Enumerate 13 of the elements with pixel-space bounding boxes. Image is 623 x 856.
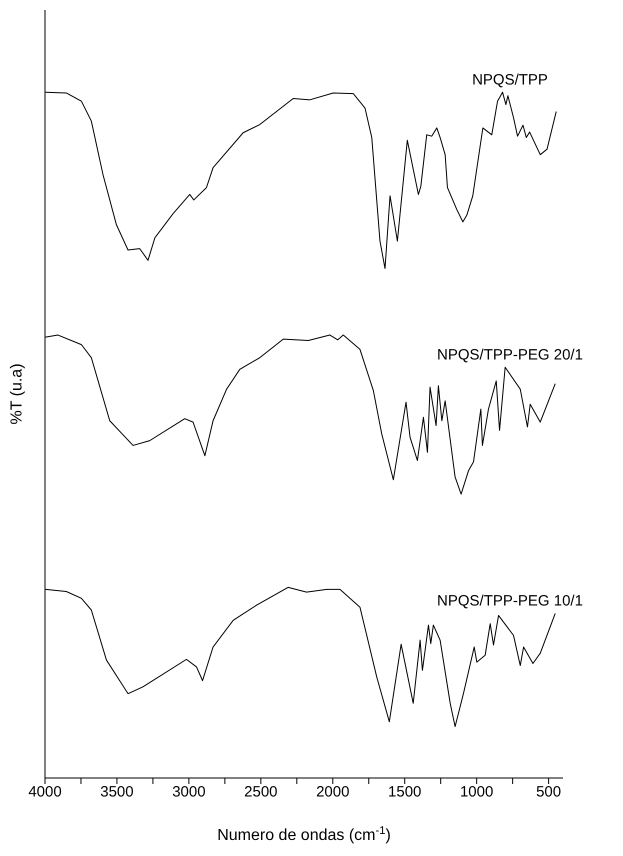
x-tick-label: 4000: [28, 784, 62, 801]
series-label: NPQS/TPP-PEG 10/1: [437, 592, 583, 610]
x-tick-label: 3500: [100, 784, 134, 801]
x-tick-label: 500: [536, 784, 562, 801]
x-tick-label: 2000: [316, 784, 350, 801]
y-axis-title: %T (u.a): [8, 363, 26, 425]
series-label: NPQS/TPP-PEG 20/1: [437, 346, 583, 364]
x-axis-title: Numero de ondas (cm$^{-1}$): [217, 825, 391, 844]
x-tick-label: 2500: [244, 784, 278, 801]
x-tick-label: 1000: [460, 784, 494, 801]
x-tick-label: 1500: [388, 784, 422, 801]
x-tick-label: 3000: [172, 784, 206, 801]
series-label: NPQS/TPP: [472, 71, 548, 88]
